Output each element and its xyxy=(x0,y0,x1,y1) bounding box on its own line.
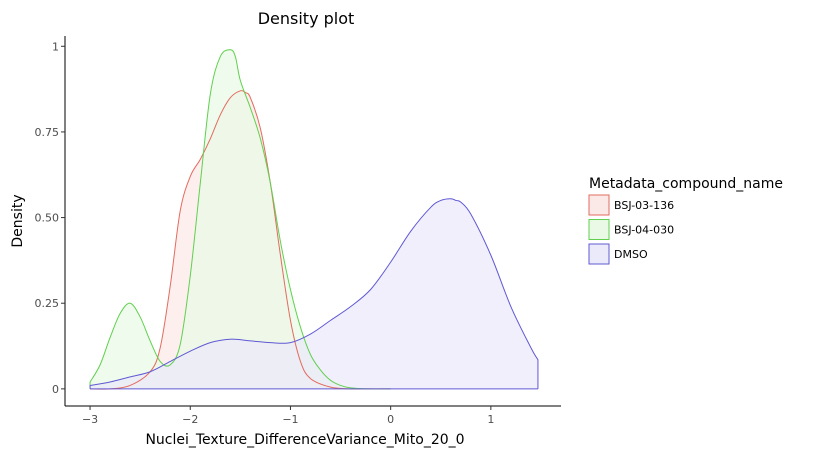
legend-items: BSJ-03-136 BSJ-04-030 DMSO xyxy=(588,194,674,265)
y-tick-label: 0.25 xyxy=(35,297,60,310)
y-tick-label: 0 xyxy=(52,383,59,396)
x-tick-label: −2 xyxy=(182,413,198,426)
density-line-bsj-04-030 xyxy=(89,49,391,390)
y-axis-ticks: 0 0.25 0.50 0.75 1 xyxy=(35,40,65,396)
x-tick-label: −3 xyxy=(82,413,98,426)
y-tick-label: 0.50 xyxy=(35,212,60,225)
legend-swatch xyxy=(588,219,610,240)
density-line-bsj-03-136 xyxy=(90,90,391,390)
x-tick-label: 1 xyxy=(487,413,494,426)
density-line-dmso xyxy=(89,198,539,389)
x-tick-label: −1 xyxy=(282,413,298,426)
x-tick-label: 0 xyxy=(387,413,394,426)
legend-label: DMSO xyxy=(614,248,648,261)
density-area-bsj-04-030 xyxy=(90,49,391,389)
legend-label: BSJ-04-030 xyxy=(614,224,674,237)
legend-swatch xyxy=(588,243,610,265)
density-area-dmso xyxy=(90,198,538,389)
legend: Metadata_compound_name BSJ-03-136 BSJ-04-… xyxy=(588,176,783,265)
x-axis-ticks: −3 −2 −1 0 1 xyxy=(82,406,494,426)
y-tick-label: 0.75 xyxy=(35,126,60,139)
chart-title: Density plot xyxy=(258,9,355,28)
density-lines xyxy=(89,49,539,390)
legend-title: Metadata_compound_name xyxy=(589,176,783,192)
y-axis-title: Density xyxy=(10,194,26,247)
y-tick-label: 1 xyxy=(52,40,59,53)
legend-label: BSJ-03-136 xyxy=(614,199,674,212)
legend-swatch xyxy=(588,194,610,216)
density-areas xyxy=(90,49,538,390)
x-axis-title: Nuclei_Texture_DifferenceVariance_Mito_2… xyxy=(145,432,464,448)
